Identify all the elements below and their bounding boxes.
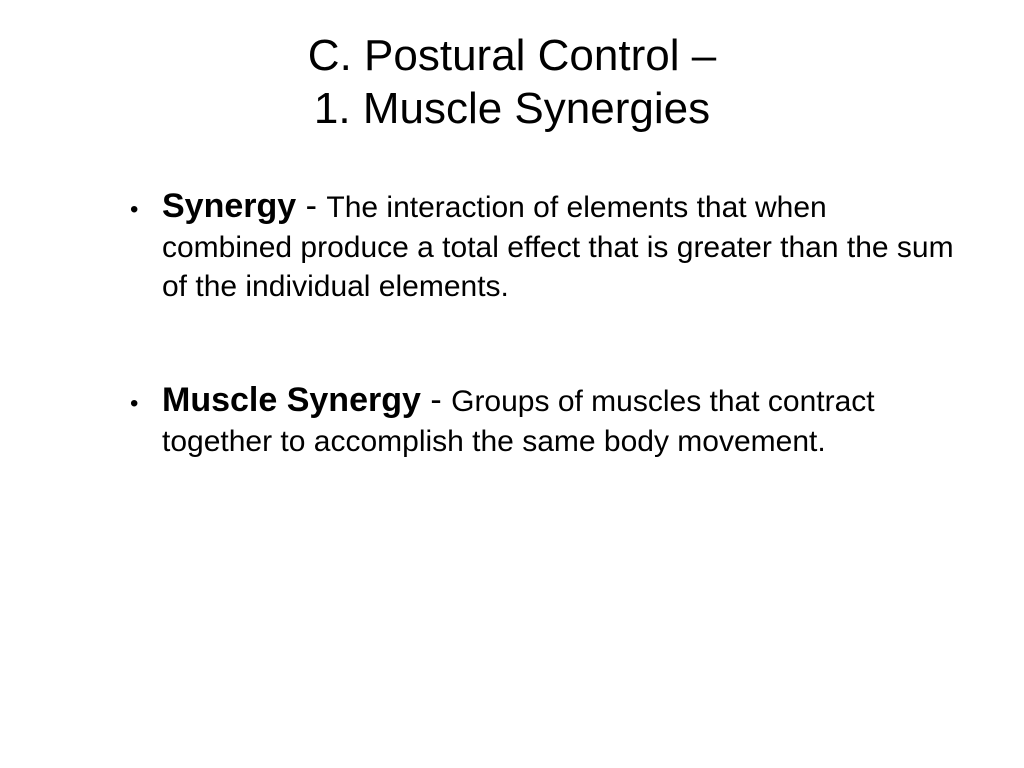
bullet-marker-icon: • [130,388,138,419]
term-text: Muscle Synergy [162,381,421,419]
term-text: Synergy [162,187,296,225]
slide-title: C. Postural Control – 1. Muscle Synergie… [60,30,964,136]
separator-text: - [421,381,451,419]
title-line-2: 1. Muscle Synergies [60,83,964,136]
separator-text: - [296,187,326,225]
bullet-item: • Synergy - The interaction of elements … [130,184,964,306]
bullet-marker-icon: • [130,194,138,225]
bullet-list: • Synergy - The interaction of elements … [60,184,964,461]
title-line-1: C. Postural Control – [60,30,964,83]
bullet-item: • Muscle Synergy - Groups of muscles tha… [130,378,964,461]
